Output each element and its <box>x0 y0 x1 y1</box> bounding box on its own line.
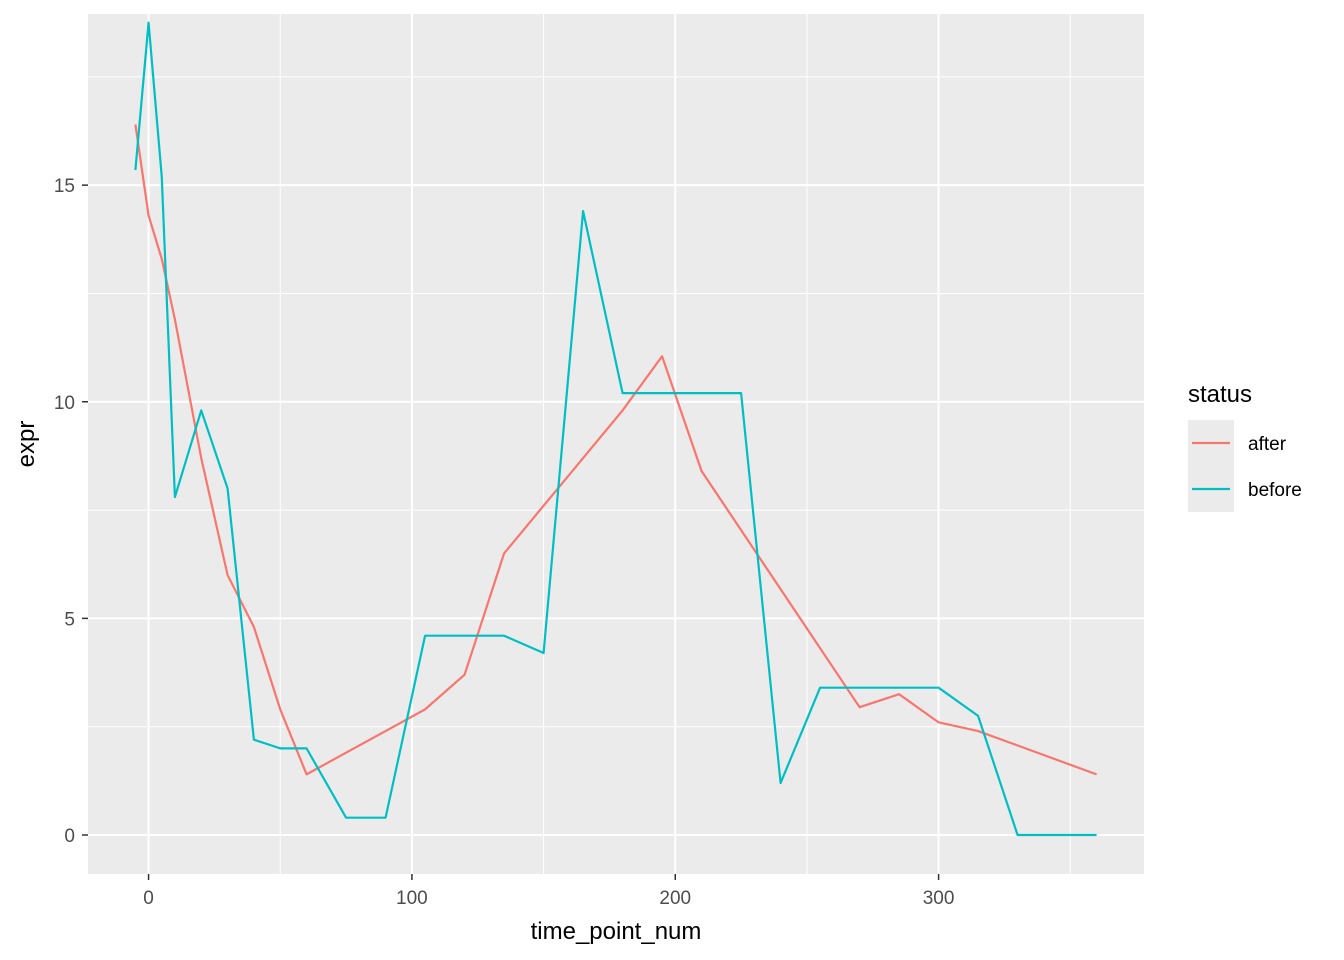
series-line-before <box>134 21 1097 837</box>
x-axis-title: time_point_num <box>531 918 702 945</box>
x-tick-label: 100 <box>396 888 428 909</box>
series-lines <box>134 21 1097 837</box>
y-tick-label: 10 <box>54 393 75 414</box>
x-tick-label: 0 <box>143 888 154 909</box>
y-tick-label: 0 <box>64 826 75 847</box>
major-gridlines <box>88 14 1144 874</box>
legend-keys: after before <box>1188 420 1302 512</box>
x-tick-label: 300 <box>923 888 955 909</box>
minor-gridlines <box>88 14 1144 874</box>
series-line-after <box>134 124 1097 776</box>
legend-title: status <box>1188 381 1252 408</box>
y-tick-label: 5 <box>64 609 75 630</box>
legend: status after before <box>1188 381 1302 512</box>
plot-panel <box>88 14 1144 874</box>
x-axis: 0 100 200 300 <box>143 874 954 909</box>
y-axis: 0 5 10 15 <box>54 176 88 847</box>
y-axis-title: expr <box>13 421 40 468</box>
legend-label-after: after <box>1248 434 1287 455</box>
x-tick-label: 200 <box>659 888 691 909</box>
y-tick-label: 15 <box>54 176 75 197</box>
legend-label-before: before <box>1248 480 1302 501</box>
